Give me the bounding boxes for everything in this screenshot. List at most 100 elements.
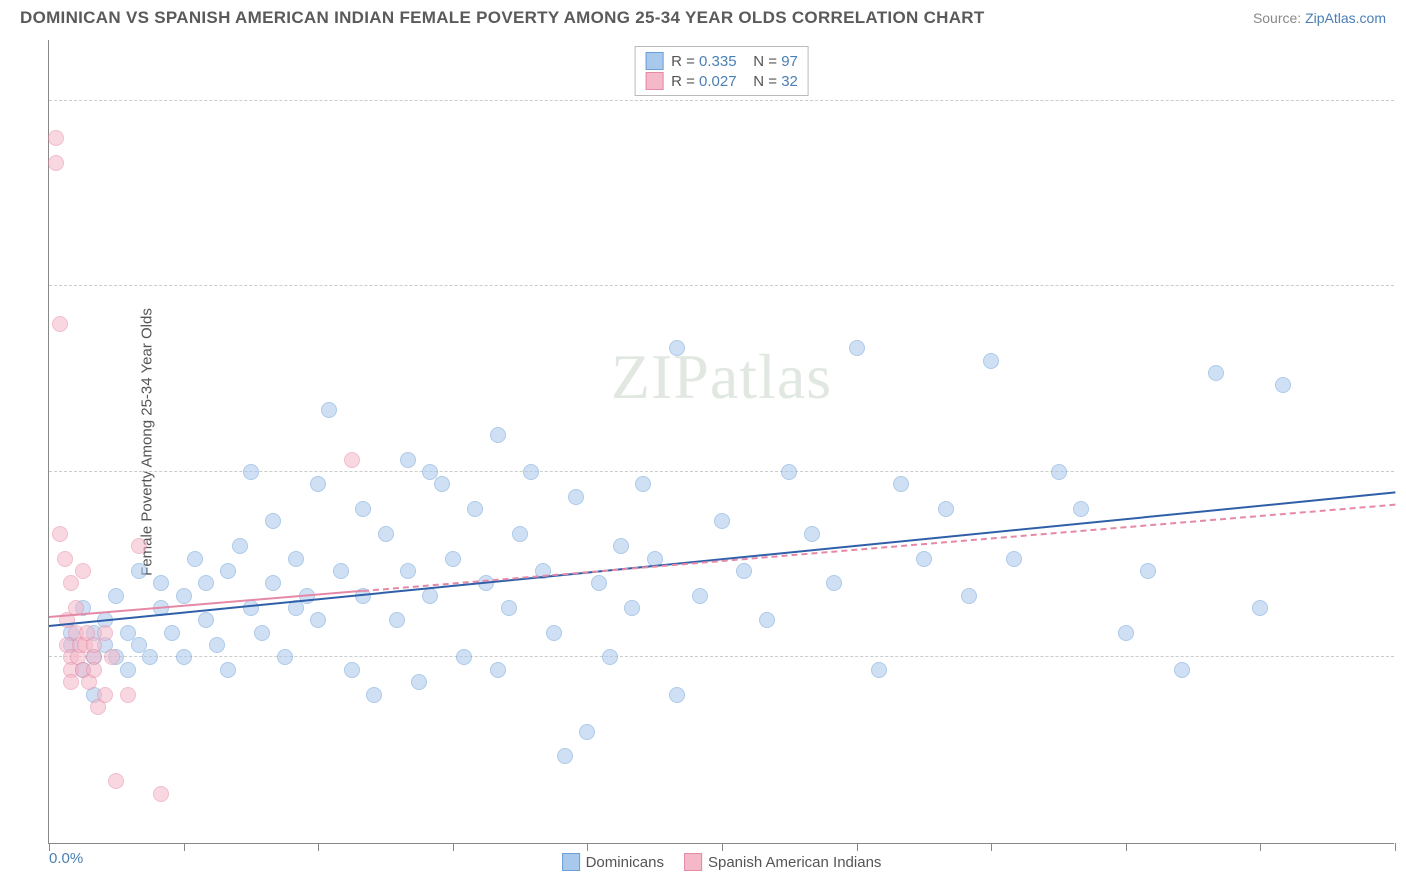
scatter-point xyxy=(153,786,169,802)
scatter-point xyxy=(108,773,124,789)
scatter-point xyxy=(108,588,124,604)
x-tick xyxy=(453,843,454,851)
scatter-point xyxy=(243,600,259,616)
scatter-point xyxy=(602,649,618,665)
legend-series-item: Dominicans xyxy=(562,853,664,871)
scatter-point xyxy=(400,563,416,579)
scatter-point xyxy=(220,662,236,678)
scatter-point xyxy=(400,452,416,468)
scatter-point xyxy=(736,563,752,579)
scatter-point xyxy=(378,526,394,542)
scatter-point xyxy=(164,625,180,641)
scatter-point xyxy=(1006,551,1022,567)
scatter-point xyxy=(871,662,887,678)
scatter-point xyxy=(97,625,113,641)
scatter-point xyxy=(961,588,977,604)
scatter-point xyxy=(176,649,192,665)
scatter-point xyxy=(422,588,438,604)
scatter-point xyxy=(849,340,865,356)
plot-area: 15.0%30.0%45.0%60.0% xyxy=(49,40,1394,843)
scatter-point xyxy=(1275,377,1291,393)
scatter-point xyxy=(131,538,147,554)
scatter-point xyxy=(97,687,113,703)
x-tick xyxy=(857,843,858,851)
scatter-point xyxy=(579,724,595,740)
trend-line xyxy=(49,491,1395,627)
scatter-point xyxy=(265,513,281,529)
scatter-point xyxy=(120,662,136,678)
x-tick xyxy=(1260,843,1261,851)
trend-line xyxy=(363,503,1395,591)
x-tick xyxy=(587,843,588,851)
gridline xyxy=(49,285,1394,286)
scatter-point xyxy=(826,575,842,591)
scatter-point xyxy=(692,588,708,604)
scatter-point xyxy=(310,476,326,492)
scatter-point xyxy=(759,612,775,628)
legend-swatch xyxy=(684,853,702,871)
x-axis-origin-label: 0.0% xyxy=(49,850,83,867)
x-tick xyxy=(1395,843,1396,851)
source-prefix: Source: xyxy=(1253,10,1305,26)
scatter-point xyxy=(669,340,685,356)
scatter-point xyxy=(131,563,147,579)
scatter-point xyxy=(48,155,64,171)
scatter-point xyxy=(624,600,640,616)
scatter-point xyxy=(1118,625,1134,641)
scatter-point xyxy=(1208,365,1224,381)
scatter-point xyxy=(265,575,281,591)
x-tick xyxy=(184,843,185,851)
scatter-point xyxy=(198,575,214,591)
scatter-point xyxy=(389,612,405,628)
scatter-point xyxy=(288,551,304,567)
source-attribution: Source: ZipAtlas.com xyxy=(1253,10,1386,26)
scatter-point xyxy=(198,612,214,628)
scatter-point xyxy=(86,662,102,678)
scatter-point xyxy=(355,501,371,517)
scatter-point xyxy=(1140,563,1156,579)
scatter-point xyxy=(591,575,607,591)
scatter-point xyxy=(52,526,68,542)
scatter-point xyxy=(983,353,999,369)
scatter-point xyxy=(557,748,573,764)
scatter-point xyxy=(916,551,932,567)
scatter-point xyxy=(1051,464,1067,480)
gridline xyxy=(49,656,1394,657)
x-tick xyxy=(722,843,723,851)
legend-row: R = 0.027 N = 32 xyxy=(645,71,798,91)
legend-series-item: Spanish American Indians xyxy=(684,853,881,871)
scatter-point xyxy=(501,600,517,616)
x-tick xyxy=(1126,843,1127,851)
legend-correlation: R = 0.335 N = 97 R = 0.027 N = 32 xyxy=(634,46,809,96)
scatter-point xyxy=(546,625,562,641)
scatter-point xyxy=(254,625,270,641)
scatter-point xyxy=(467,501,483,517)
scatter-point xyxy=(456,649,472,665)
scatter-point xyxy=(781,464,797,480)
legend-row: R = 0.335 N = 97 xyxy=(645,51,798,71)
legend-r: R = 0.335 N = 97 xyxy=(671,53,798,70)
scatter-point xyxy=(490,427,506,443)
scatter-point xyxy=(209,637,225,653)
scatter-point xyxy=(142,649,158,665)
scatter-point xyxy=(411,674,427,690)
scatter-point xyxy=(523,464,539,480)
scatter-point xyxy=(635,476,651,492)
scatter-point xyxy=(366,687,382,703)
scatter-point xyxy=(344,662,360,678)
scatter-point xyxy=(568,489,584,505)
scatter-point xyxy=(57,551,73,567)
scatter-point xyxy=(310,612,326,628)
chart-title: DOMINICAN VS SPANISH AMERICAN INDIAN FEM… xyxy=(20,8,985,28)
scatter-point xyxy=(48,130,64,146)
scatter-point xyxy=(220,563,236,579)
scatter-point xyxy=(120,687,136,703)
legend-swatch xyxy=(645,72,663,90)
scatter-chart: Female Poverty Among 25-34 Year Olds 15.… xyxy=(48,40,1394,844)
scatter-point xyxy=(243,464,259,480)
scatter-point xyxy=(333,563,349,579)
legend-swatch xyxy=(645,52,663,70)
source-link[interactable]: ZipAtlas.com xyxy=(1305,10,1386,26)
legend-r: R = 0.027 N = 32 xyxy=(671,73,798,90)
scatter-point xyxy=(104,649,120,665)
